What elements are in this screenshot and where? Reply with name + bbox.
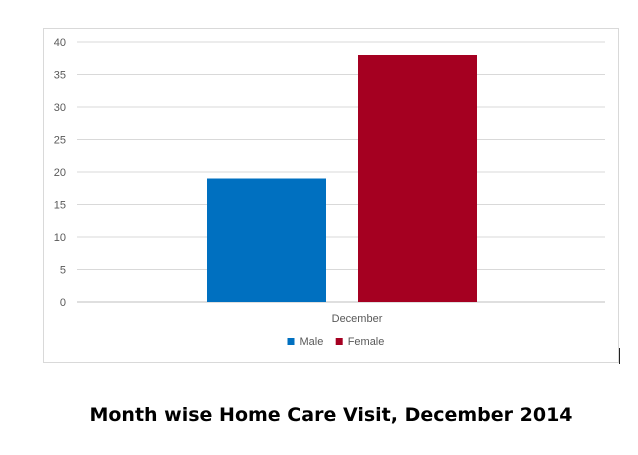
y-tick-label: 5 (60, 265, 66, 277)
y-tick-label: 20 (54, 167, 66, 179)
legend-label: Male (300, 336, 324, 348)
y-tick-label: 25 (54, 135, 66, 147)
x-tick-label: December (332, 313, 383, 325)
y-tick-label: 15 (54, 200, 66, 212)
bar-female (358, 55, 477, 302)
y-tick-label: 35 (54, 70, 66, 82)
legend-swatch (287, 338, 295, 345)
window-edge-mark (619, 348, 620, 364)
y-tick-label: 10 (54, 232, 66, 244)
bar-male (207, 178, 326, 302)
y-tick-label: 0 (60, 297, 66, 309)
y-tick-label: 40 (54, 37, 66, 49)
chart-title: Month wise Home Care Visit, December 201… (89, 404, 573, 426)
chart-plot: 0 5 10 15 20 25 30 35 40 December Male Female (54, 37, 605, 348)
chart-frame: 0 5 10 15 20 25 30 35 40 December Male Female (43, 28, 619, 363)
legend-swatch (335, 338, 343, 345)
y-tick-label: 30 (54, 102, 66, 114)
legend-label: Female (348, 336, 385, 348)
